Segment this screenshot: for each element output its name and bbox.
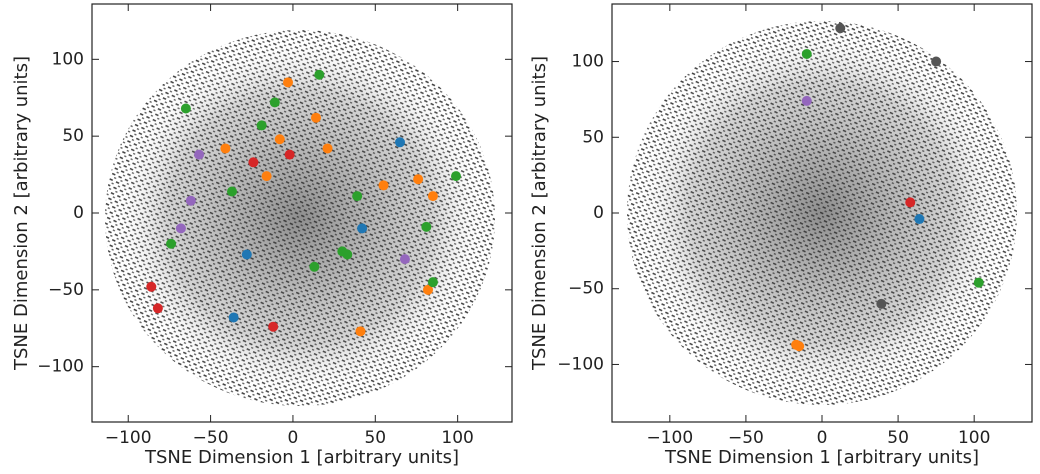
plot-frame — [91, 3, 513, 423]
point — [228, 312, 239, 323]
point — [342, 249, 353, 260]
x-tick-label: 50 — [887, 428, 909, 448]
y-tick-label: −50 — [568, 279, 604, 299]
x-axis-label: TSNE Dimension 1 [arbitrary units] — [664, 447, 979, 468]
point — [311, 112, 321, 123]
point — [194, 149, 205, 160]
point — [876, 298, 887, 309]
point — [268, 321, 279, 332]
point — [413, 174, 424, 185]
y-tick-label: −50 — [48, 280, 84, 300]
y-axis-label: TSNE Dimension 2 [arbitrary units] — [11, 56, 32, 371]
point — [421, 221, 432, 232]
x-axis-label: TSNE Dimension 1 [arbitrary units] — [144, 447, 459, 468]
point — [220, 143, 231, 154]
point — [152, 303, 163, 314]
point — [973, 277, 984, 288]
point — [146, 281, 157, 292]
point — [427, 191, 438, 202]
point — [794, 341, 805, 352]
x-tick-label: −50 — [728, 428, 764, 448]
point — [166, 238, 177, 249]
point — [248, 157, 259, 168]
y-tick-label: 50 — [62, 126, 84, 146]
x-tick-label: 100 — [441, 428, 473, 448]
y-tick-label: 50 — [582, 127, 604, 147]
point — [801, 95, 812, 106]
point — [835, 23, 846, 34]
x-tick-label: 0 — [817, 428, 828, 448]
x-tick-label: −100 — [646, 428, 693, 448]
point — [241, 249, 252, 260]
point — [801, 48, 812, 59]
point — [451, 171, 461, 182]
plot-frame — [611, 3, 1033, 423]
point — [283, 77, 293, 88]
point — [227, 186, 237, 197]
point — [399, 254, 410, 265]
point — [322, 143, 333, 154]
x-tick-label: −50 — [193, 428, 229, 448]
y-tick-label: 100 — [572, 52, 604, 72]
point — [914, 214, 925, 225]
x-tick-label: 50 — [364, 428, 386, 448]
y-tick-label: 0 — [73, 203, 84, 223]
y-tick-label: −100 — [557, 354, 604, 374]
point — [175, 223, 186, 234]
point — [309, 261, 320, 272]
point — [352, 191, 363, 202]
point — [180, 103, 191, 114]
point-cloud — [105, 21, 1017, 406]
y-tick-label: 100 — [52, 49, 84, 69]
point — [274, 134, 285, 145]
point — [185, 195, 196, 206]
point — [905, 197, 916, 208]
point — [261, 171, 272, 182]
y-tick-label: −100 — [37, 357, 84, 377]
point — [395, 137, 405, 148]
x-tick-label: 100 — [958, 428, 990, 448]
x-tick-label: 0 — [288, 428, 299, 448]
point — [427, 277, 438, 288]
point — [314, 69, 325, 80]
point — [423, 284, 433, 295]
x-tick-label: −100 — [105, 428, 152, 448]
point — [284, 149, 295, 160]
point — [378, 180, 389, 191]
y-tick-label: 0 — [593, 203, 604, 223]
point — [256, 120, 267, 131]
y-axis-label: TSNE Dimension 2 [arbitrary units] — [529, 56, 550, 371]
point — [357, 223, 368, 234]
point — [355, 326, 366, 337]
point — [269, 97, 280, 108]
point — [931, 56, 942, 67]
